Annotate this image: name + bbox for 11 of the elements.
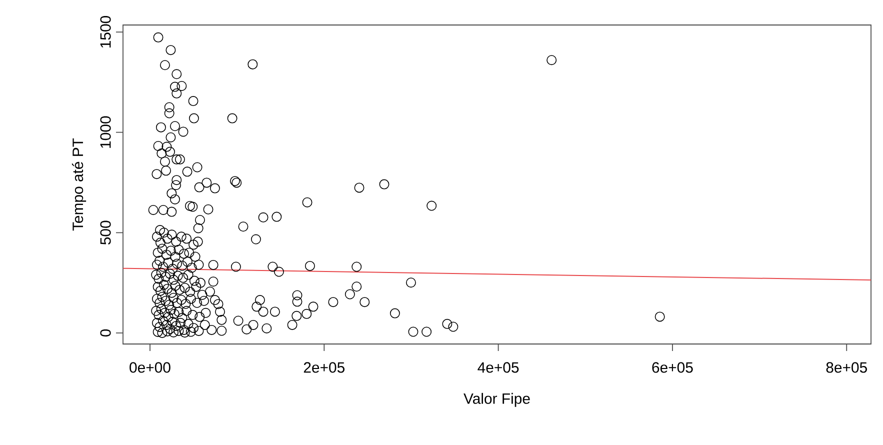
x-tick-label: 8e+05 [826,362,867,373]
x-tick-label: 0e+00 [130,362,170,373]
x-tick-label: 4e+05 [478,362,519,373]
y-tick-label: 500 [100,220,111,245]
y-tick-label: 1500 [100,16,111,48]
y-tick-label: 1000 [100,116,111,148]
x-tick-label: 2e+05 [304,362,345,373]
y-tick-label: 0 [100,329,111,337]
y-axis-title: Tempo até PT [72,138,86,231]
x-axis-title: Valor Fipe [464,392,530,407]
x-tick-label: 6e+05 [652,362,693,373]
